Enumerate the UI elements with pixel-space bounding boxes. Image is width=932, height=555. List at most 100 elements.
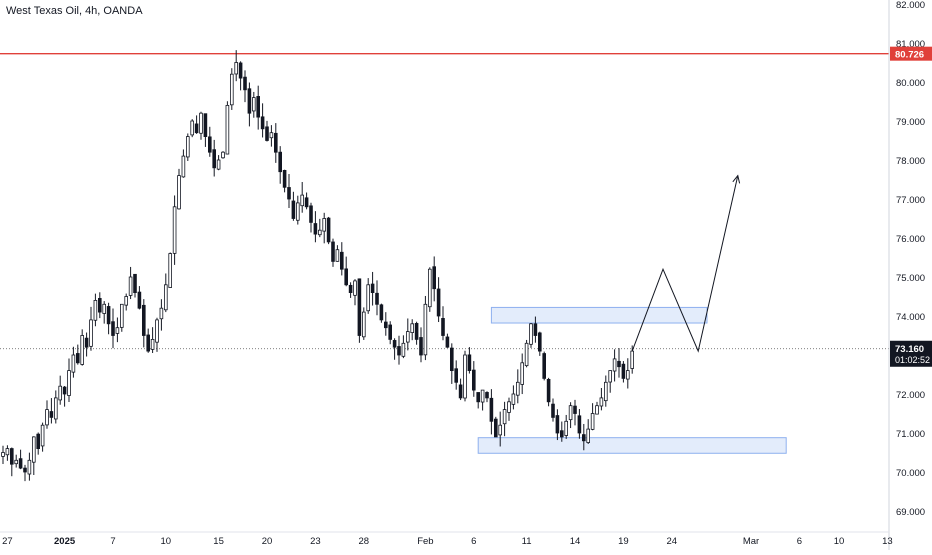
candle [93, 293, 98, 327]
candle [36, 432, 40, 455]
candle [493, 416, 498, 438]
y-tick-label: 70.000 [896, 468, 925, 479]
candle [238, 61, 243, 91]
candle [344, 256, 348, 287]
candle [542, 351, 546, 381]
candle [617, 348, 621, 378]
x-tick-label: 28 [359, 536, 370, 547]
candle [582, 423, 586, 451]
candle [247, 82, 252, 127]
candle [243, 70, 247, 103]
candle [577, 409, 582, 439]
candle [366, 278, 370, 314]
candle [388, 321, 392, 345]
candle [98, 292, 102, 319]
candle [383, 312, 388, 336]
candle [432, 256, 436, 302]
candle [67, 358, 71, 402]
chart-title: West Texas Oil, 4h, OANDA [6, 5, 143, 17]
candle [471, 361, 476, 397]
y-tick-label: 81.000 [896, 39, 925, 50]
candle [449, 343, 454, 384]
candle [159, 299, 164, 331]
candle [489, 389, 494, 435]
candle [89, 306, 93, 351]
candle [49, 398, 54, 424]
lower-zone[interactable] [477, 437, 787, 454]
candle [194, 115, 199, 134]
current-price-label: 73.160 [895, 344, 924, 355]
candle [62, 385, 67, 407]
candle [27, 452, 32, 481]
candle [229, 68, 234, 110]
candle [115, 317, 120, 343]
candle [485, 391, 489, 403]
candle [322, 212, 326, 244]
candle [441, 306, 445, 341]
candle [71, 346, 76, 378]
candle [331, 238, 335, 267]
candle [234, 50, 239, 82]
price-axis[interactable] [889, 0, 932, 550]
x-tick-label: 15 [213, 536, 224, 547]
candle [564, 414, 568, 439]
x-tick-label: 20 [262, 536, 273, 547]
candle [480, 389, 485, 411]
y-tick-label: 69.000 [896, 507, 925, 518]
candle [212, 139, 217, 177]
candle [599, 388, 604, 411]
candle [612, 349, 617, 382]
candle [604, 375, 608, 407]
candle [9, 447, 14, 477]
candle [511, 385, 516, 410]
candle [199, 111, 203, 140]
x-tick-label: 27 [2, 536, 13, 547]
candle [260, 103, 265, 138]
candle [133, 273, 137, 298]
upper-zone[interactable] [490, 306, 708, 324]
candle [445, 333, 450, 348]
x-tick-label: 6 [471, 536, 476, 547]
candle [361, 307, 366, 340]
candle [269, 125, 274, 147]
y-tick-label: 80.000 [896, 78, 925, 89]
candle [225, 101, 230, 155]
candle [379, 303, 384, 323]
candle [45, 400, 49, 429]
candle [467, 347, 472, 374]
y-tick-label: 82.000 [896, 0, 925, 11]
candle [317, 218, 322, 238]
candle [339, 242, 344, 276]
candle [370, 271, 375, 306]
candle [172, 195, 177, 265]
candle [282, 169, 287, 193]
candle [251, 91, 256, 118]
candle [207, 126, 212, 157]
candle [335, 245, 340, 262]
candle [520, 353, 524, 395]
candle [560, 421, 564, 442]
candle [203, 113, 208, 147]
candle [295, 195, 300, 225]
candle [137, 286, 142, 310]
x-tick-label: 23 [310, 536, 321, 547]
candle [529, 323, 533, 348]
candle [502, 401, 507, 437]
candle [476, 392, 480, 409]
candle [287, 173, 291, 208]
candle [533, 316, 538, 343]
candle [168, 252, 173, 288]
x-tick-label: 10 [161, 536, 172, 547]
candle [568, 402, 573, 429]
projection-path[interactable] [631, 175, 739, 353]
arrow-head-icon [732, 174, 741, 184]
candle [414, 321, 419, 345]
candle [458, 378, 463, 401]
current-price-badge [890, 340, 932, 367]
candle [128, 266, 133, 300]
y-tick-label: 77.000 [896, 195, 925, 206]
candle [84, 332, 89, 357]
candle [256, 85, 260, 130]
